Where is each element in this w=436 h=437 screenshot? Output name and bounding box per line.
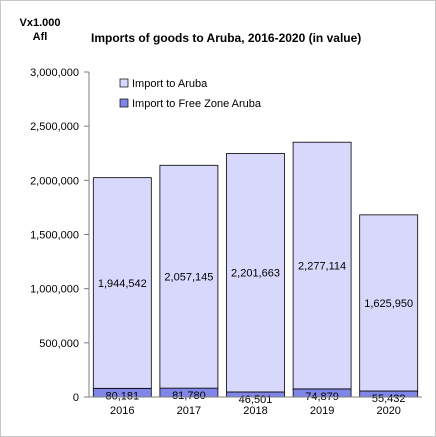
- import-aruba-value-label-2018: 2,201,663: [231, 268, 280, 280]
- y-tick-label-0: 0: [73, 392, 79, 404]
- y-tick-label-3,000,000: 3,000,000: [30, 67, 79, 79]
- import-aruba-value-label-2017: 2,057,145: [164, 272, 213, 284]
- chart-title: Imports of goods to Aruba, 2016-2020 (in…: [91, 31, 361, 45]
- import-aruba-bar-2019: [292, 141, 352, 390]
- import-aruba-bar-2016: [92, 177, 152, 389]
- import-aruba-bar-2018: [226, 153, 285, 393]
- import-aruba-bar-2020: [359, 214, 419, 392]
- unit-label-line-2: Afl: [33, 31, 48, 43]
- import-aruba-value-label-2019: 2,277,114: [298, 261, 346, 273]
- import-aruba-value-label-2020: 1,625,950: [364, 298, 413, 310]
- x-tick-label-2016: 2016: [110, 405, 134, 417]
- import-aruba-value-label-2016: 1,944,542: [98, 278, 147, 290]
- y-tick-label-500,000: 500,000: [39, 338, 79, 350]
- x-tick-label-2017: 2017: [177, 405, 201, 417]
- legend-swatch-import-to-free-zone-aruba: [119, 98, 129, 108]
- x-tick-label-2019: 2019: [310, 405, 334, 417]
- legend-swatch-import-to-aruba: [119, 78, 129, 88]
- axes: 2016 2017 2018 2019 2020 0 500,000 1,000,000 1,5…: [30, 67, 422, 417]
- legend-label-import-to-free-zone-aruba: Import to Free Zone Aruba: [132, 98, 262, 110]
- x-tick-label-2018: 2018: [243, 405, 267, 417]
- legend: Import to Aruba Import to Free Zone Aruba: [119, 78, 262, 110]
- unit-label-line-1: Vx1.000: [20, 17, 61, 29]
- free-zone-value-label-2020: 55,432: [372, 393, 406, 405]
- legend-label-import-to-aruba: Import to Aruba: [132, 78, 208, 90]
- plot-area: 80,1811,944,54281,7802,057,14546,5012,20…: [92, 141, 419, 406]
- free-zone-value-label-2017: 81,780: [172, 390, 206, 402]
- y-tick-label-2,000,000: 2,000,000: [30, 175, 79, 187]
- x-tick-label-2020: 2020: [376, 405, 400, 417]
- import-aruba-bar-2017: [159, 164, 219, 389]
- y-tick-label-1,500,000: 1,500,000: [30, 230, 79, 242]
- chart-header: Vx1.000 Afl Imports of goods to Aruba, 2…: [20, 17, 362, 45]
- free-zone-value-label-2016: 80,181: [105, 390, 139, 402]
- y-tick-label-1,000,000: 1,000,000: [30, 284, 79, 296]
- y-tick-label-2,500,000: 2,500,000: [30, 121, 79, 133]
